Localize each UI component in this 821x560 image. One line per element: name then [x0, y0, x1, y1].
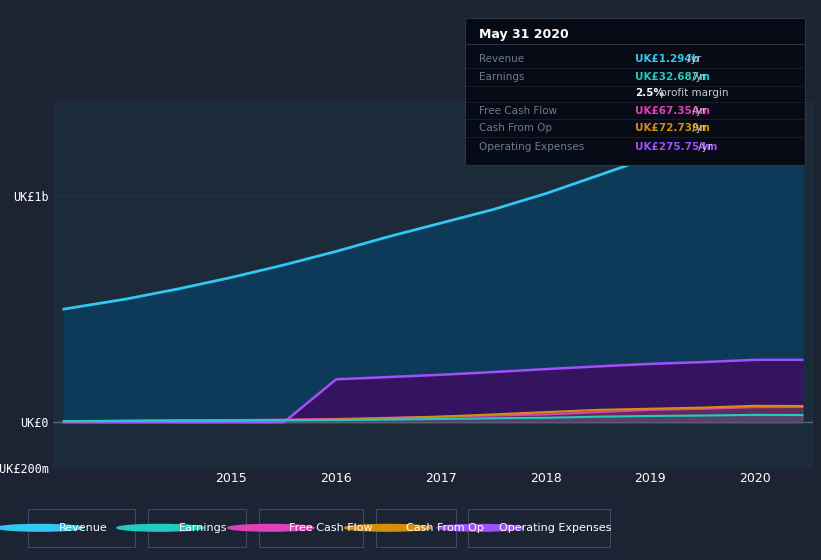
Text: /yr: /yr [690, 106, 707, 115]
Circle shape [117, 525, 204, 531]
Text: /yr: /yr [684, 54, 701, 64]
Circle shape [345, 525, 431, 531]
Text: Operating Expenses: Operating Expenses [499, 523, 611, 533]
Circle shape [438, 525, 524, 531]
Text: UK£32.687m: UK£32.687m [635, 72, 710, 82]
Text: Free Cash Flow: Free Cash Flow [290, 523, 373, 533]
Text: Cash From Op: Cash From Op [406, 523, 484, 533]
Text: Cash From Op: Cash From Op [479, 123, 552, 133]
Text: Free Cash Flow: Free Cash Flow [479, 106, 557, 115]
Text: UK£67.354m: UK£67.354m [635, 106, 710, 115]
Circle shape [0, 525, 83, 531]
Text: Revenue: Revenue [479, 54, 524, 64]
Circle shape [228, 525, 314, 531]
Text: Earnings: Earnings [479, 72, 524, 82]
Text: Operating Expenses: Operating Expenses [479, 142, 584, 152]
Text: UK£275.754m: UK£275.754m [635, 142, 718, 152]
Text: /yr: /yr [695, 142, 712, 152]
Text: May 31 2020: May 31 2020 [479, 29, 568, 41]
Text: profit margin: profit margin [657, 88, 728, 98]
Text: Earnings: Earnings [179, 523, 227, 533]
Text: UK£72.739m: UK£72.739m [635, 123, 710, 133]
Text: /yr: /yr [690, 123, 707, 133]
Text: /yr: /yr [690, 72, 707, 82]
Text: UK£1.294b: UK£1.294b [635, 54, 699, 64]
Text: 2.5%: 2.5% [635, 88, 664, 98]
Text: Revenue: Revenue [58, 523, 108, 533]
